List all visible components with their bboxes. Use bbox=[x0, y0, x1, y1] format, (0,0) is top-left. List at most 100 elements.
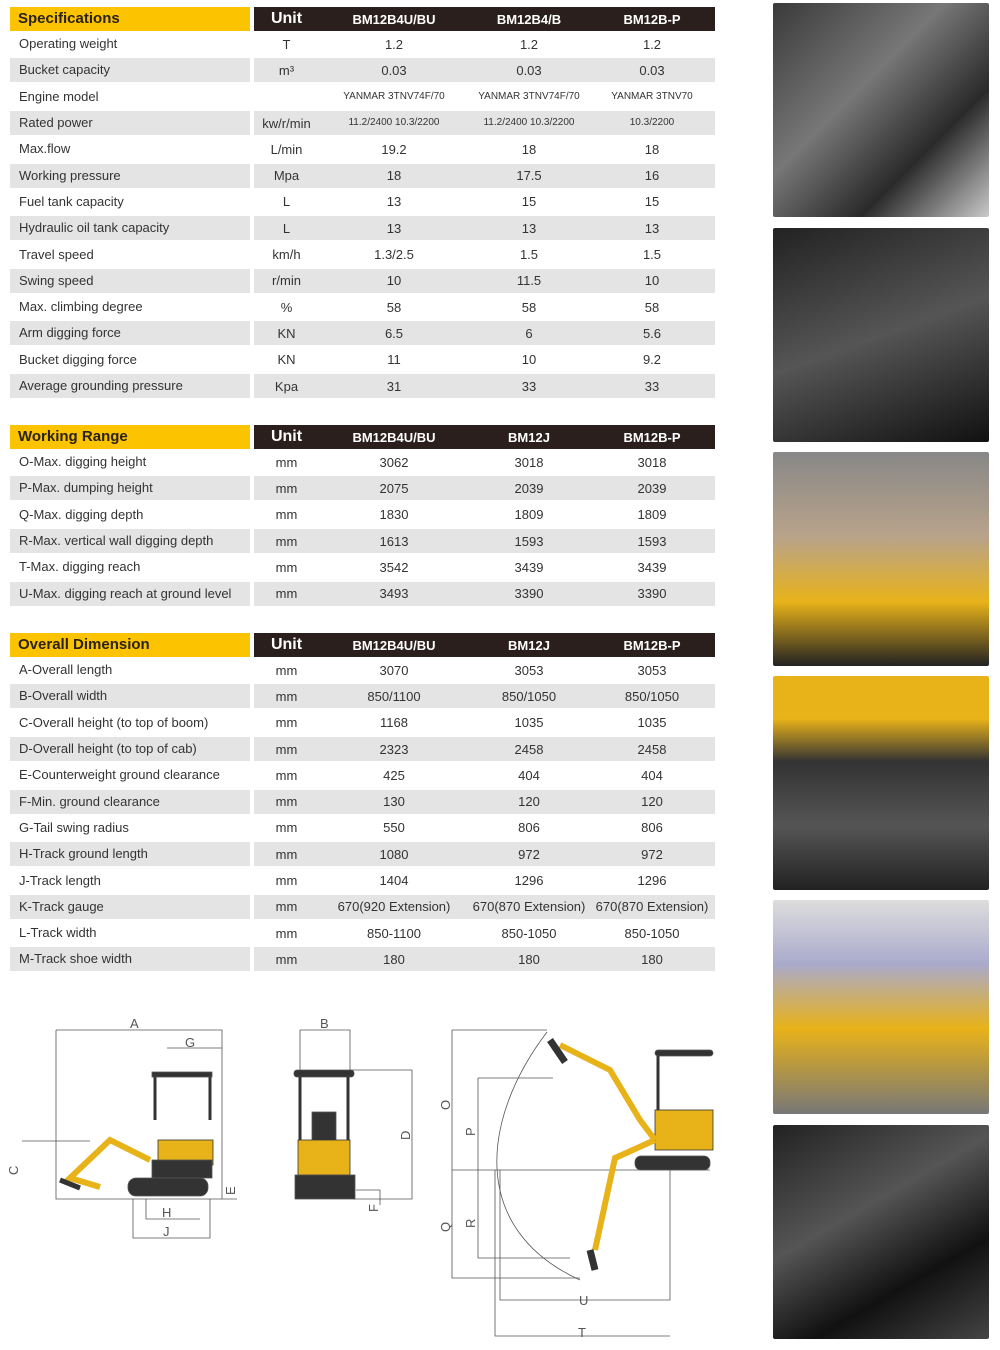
table-row: Max.flow L/min 19.2 18 18 bbox=[10, 136, 715, 162]
row-label: Fuel tank capacity bbox=[19, 193, 124, 209]
row-unit: T bbox=[282, 36, 291, 52]
row-value: 31 bbox=[386, 378, 402, 394]
label-a: A bbox=[130, 1016, 139, 1031]
row-value: 3439 bbox=[637, 559, 667, 575]
row-label: Average grounding pressure bbox=[10, 374, 250, 398]
hydraulic-tank-photo bbox=[773, 1125, 989, 1339]
row-value: 18 bbox=[386, 168, 402, 184]
label-j: J bbox=[163, 1224, 170, 1239]
label-h: H bbox=[162, 1205, 171, 1220]
row-unit: r/min bbox=[272, 273, 301, 289]
model-header: BM12J bbox=[508, 429, 550, 445]
row-value: 11 bbox=[387, 352, 401, 368]
row-unit: mm bbox=[275, 480, 298, 496]
engine-photo bbox=[773, 3, 989, 217]
row-value: 1593 bbox=[637, 533, 667, 549]
row-value: 10 bbox=[386, 273, 402, 289]
row-value: 1.2 bbox=[384, 36, 404, 52]
row-label: M-Track shoe width bbox=[10, 947, 250, 972]
row-value: 1.2 bbox=[519, 36, 539, 52]
row-value: 1404 bbox=[379, 873, 409, 889]
table-row: A-Overall length mm 3070 3053 3053 bbox=[10, 657, 715, 683]
row-unit: mm bbox=[275, 688, 298, 704]
row-value: 972 bbox=[641, 846, 663, 862]
row-value: 15 bbox=[521, 194, 537, 210]
row-value: 3018 bbox=[514, 454, 544, 470]
row-value: 6 bbox=[525, 325, 533, 341]
row-unit: L bbox=[282, 194, 291, 210]
row-value: 11.5 bbox=[516, 273, 542, 289]
row-value: 9.2 bbox=[642, 352, 662, 368]
table-header: Working Range Unit BM12B4U/BU BM12J BM12B-… bbox=[10, 425, 715, 449]
row-label: Max.flow bbox=[19, 141, 71, 157]
row-value: 11.2/2400 10.3/2200 bbox=[483, 117, 575, 129]
table-row: Bucket digging force KN 11 10 9.2 bbox=[10, 347, 715, 373]
row-unit: mm bbox=[275, 741, 298, 757]
table-row: Arm digging force KN 6.5 6 5.6 bbox=[10, 320, 715, 346]
row-value: 19.2 bbox=[381, 141, 407, 157]
row-unit: mm bbox=[275, 925, 298, 941]
row-value: 425 bbox=[383, 767, 405, 783]
unit-header: Unit bbox=[270, 636, 303, 653]
row-label: Travel speed bbox=[19, 246, 94, 262]
row-unit: mm bbox=[275, 662, 298, 678]
table-row: Fuel tank capacity L 13 15 15 bbox=[10, 189, 715, 215]
row-value: 1.5 bbox=[642, 247, 662, 263]
row-value: 2039 bbox=[637, 480, 667, 496]
row-value: 1035 bbox=[514, 715, 544, 731]
row-value: 3439 bbox=[514, 559, 544, 575]
model-header: BM12B-P bbox=[623, 429, 681, 445]
row-value: 3062 bbox=[379, 454, 409, 470]
row-value: 10.3/2200 bbox=[629, 117, 675, 129]
row-value: 13 bbox=[521, 220, 537, 236]
row-unit: mm bbox=[275, 820, 298, 836]
table-row: Working pressure Mpa 18 17.5 16 bbox=[10, 162, 715, 188]
row-value: 0.03 bbox=[639, 62, 665, 78]
row-value: 0.03 bbox=[516, 62, 542, 78]
row-label: Rated power bbox=[10, 111, 250, 136]
row-label: C-Overall height (to top of boom) bbox=[19, 714, 209, 730]
row-value: 11.2/2400 10.3/2200 bbox=[348, 117, 440, 129]
row-value: 1296 bbox=[637, 873, 667, 889]
row-label: L-Track width bbox=[19, 925, 97, 941]
row-value: 850-1050 bbox=[624, 925, 680, 941]
row-value: 2039 bbox=[514, 480, 544, 496]
table-row: E-Counterweight ground clearance mm 425 4… bbox=[10, 762, 715, 788]
table-row: Bucket capacity m³ 0.03 0.03 0.03 bbox=[10, 57, 715, 83]
row-value: 1593 bbox=[514, 533, 544, 549]
table-row: R-Max. vertical wall digging depth mm 16… bbox=[10, 528, 715, 554]
row-unit: mm bbox=[275, 454, 298, 470]
row-value: 850/1050 bbox=[501, 688, 557, 704]
row-value: 2323 bbox=[379, 741, 409, 757]
row-value: 1.5 bbox=[519, 247, 539, 263]
row-label: J-Track length bbox=[19, 872, 101, 888]
row-value: 33 bbox=[644, 378, 660, 394]
row-value: 18 bbox=[521, 141, 537, 157]
unit-header: Unit bbox=[270, 10, 303, 27]
row-unit: Mpa bbox=[273, 168, 300, 184]
overall-dimension-table: Overall Dimension Unit BM12B4U/BU BM12J BM… bbox=[10, 633, 715, 973]
label-t: T bbox=[578, 1325, 586, 1340]
row-value: 130 bbox=[383, 794, 405, 810]
row-value: 58 bbox=[644, 299, 660, 315]
table-row: Rated power kw/r/min 11.2/2400 10.3/2200… bbox=[10, 110, 715, 136]
row-value: 17.5 bbox=[516, 168, 542, 184]
row-value: 58 bbox=[521, 299, 537, 315]
row-unit: Kpa bbox=[274, 378, 299, 394]
table-row: Travel speed km/h 1.3/2.5 1.5 1.5 bbox=[10, 241, 715, 267]
row-unit: mm bbox=[275, 899, 298, 915]
row-value: 2458 bbox=[514, 741, 544, 757]
row-value: 13 bbox=[644, 220, 660, 236]
row-unit: mm bbox=[275, 715, 298, 731]
row-label: Bucket digging force bbox=[19, 351, 137, 367]
table-row: O-Max. digging height mm 3062 3018 3018 bbox=[10, 449, 715, 475]
label-o: O bbox=[438, 1100, 453, 1110]
row-unit: KN bbox=[277, 325, 296, 341]
row-unit: mm bbox=[275, 767, 298, 783]
row-value: YANMAR 3TNV74F/70 bbox=[343, 90, 445, 102]
working-range-diagram: O P Q R U T bbox=[438, 1029, 714, 1340]
row-label: G-Tail swing radius bbox=[19, 819, 129, 835]
row-unit: L/min bbox=[270, 141, 303, 157]
row-unit: mm bbox=[275, 559, 298, 575]
row-label: Hydraulic oil tank capacity bbox=[10, 216, 250, 241]
